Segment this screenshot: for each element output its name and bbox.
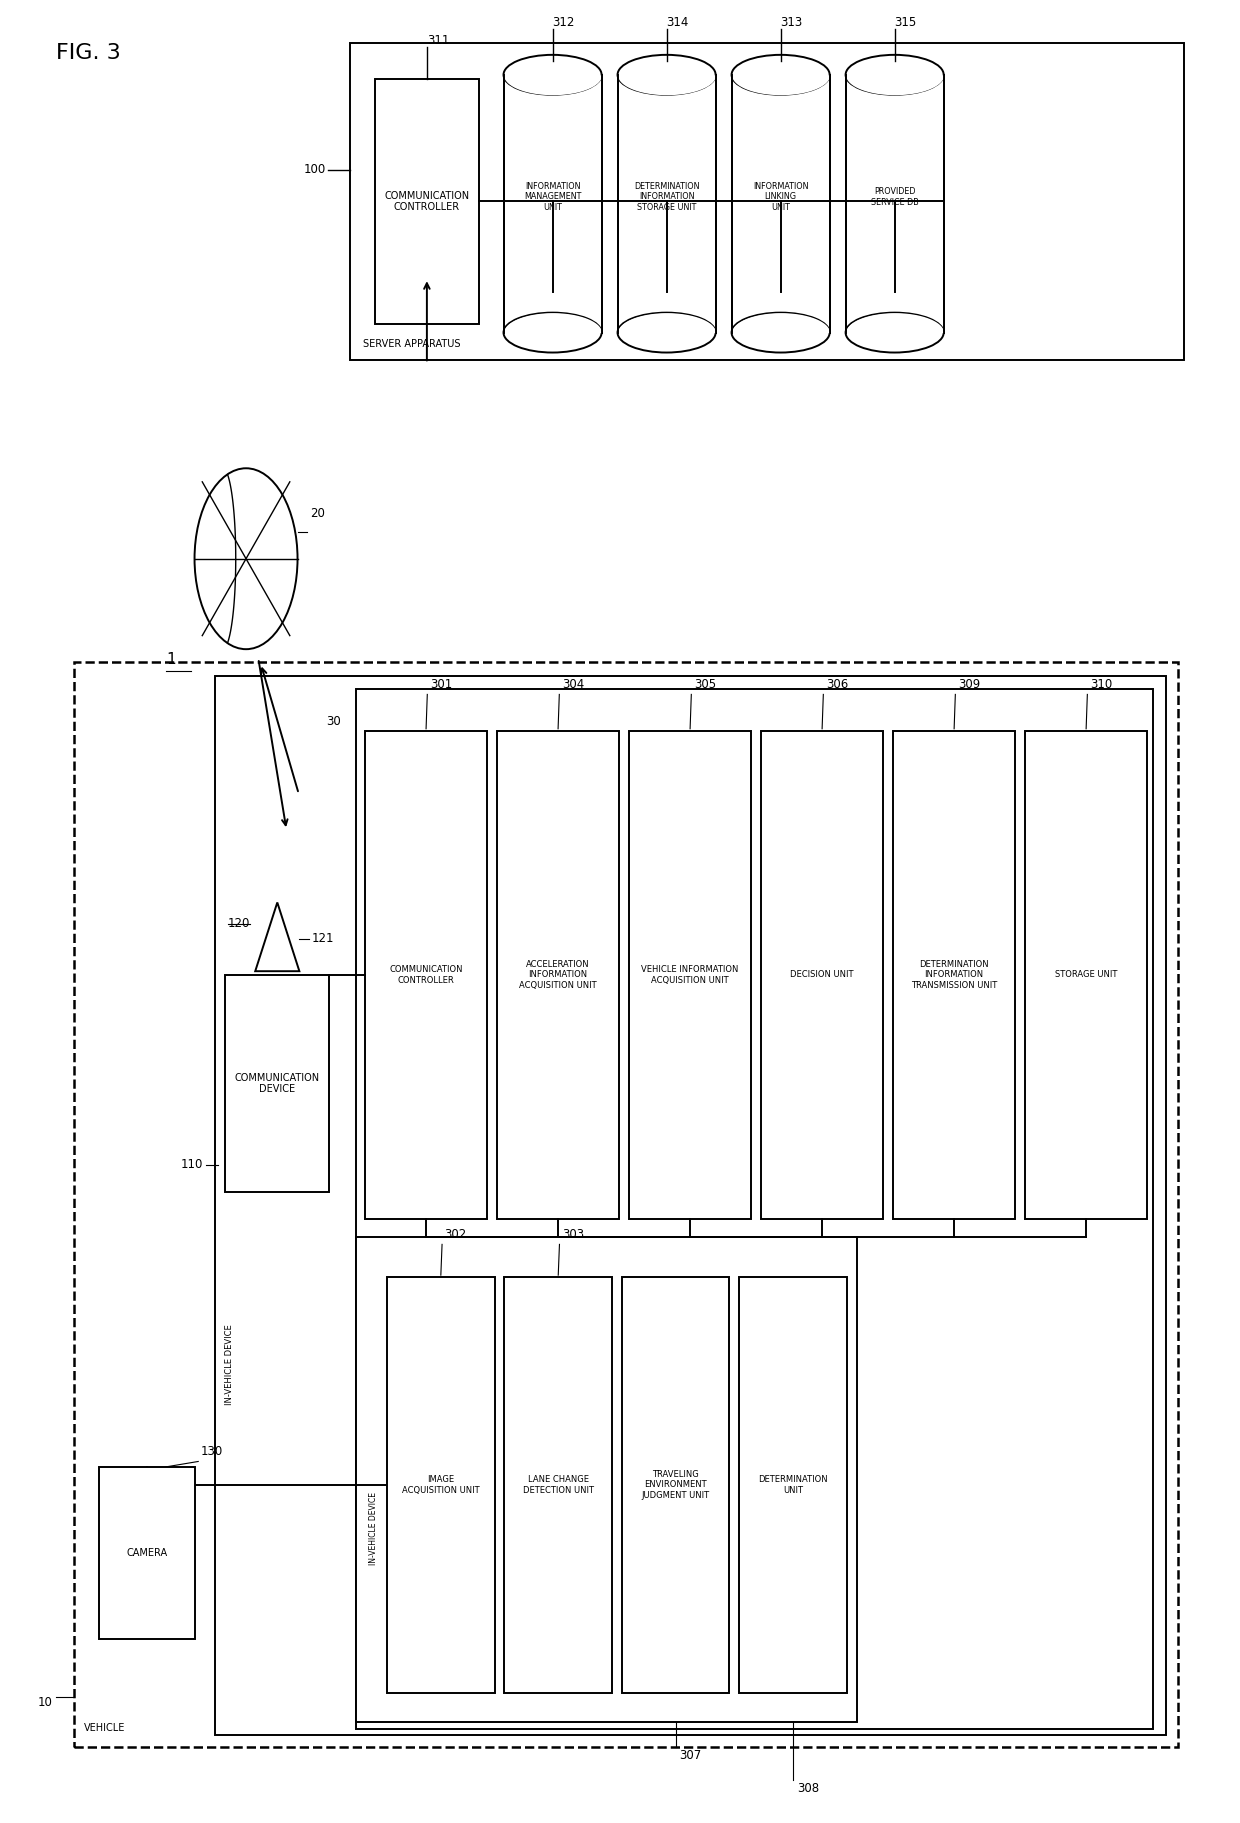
Text: 313: 313 [781, 16, 802, 29]
Text: 110: 110 [181, 1158, 203, 1170]
Text: 308: 308 [797, 1781, 818, 1794]
FancyBboxPatch shape [739, 1276, 847, 1694]
FancyBboxPatch shape [1025, 731, 1147, 1220]
FancyBboxPatch shape [761, 731, 883, 1220]
FancyBboxPatch shape [99, 1468, 195, 1639]
Text: VEHICLE INFORMATION
ACQUISITION UNIT: VEHICLE INFORMATION ACQUISITION UNIT [641, 964, 739, 984]
Text: PROVIDED
SERVICE DB: PROVIDED SERVICE DB [870, 188, 919, 206]
Text: 303: 303 [562, 1227, 584, 1241]
FancyBboxPatch shape [893, 731, 1016, 1220]
Text: 130: 130 [201, 1446, 223, 1458]
Text: DETERMINATION
INFORMATION
TRANSMISSION UNIT: DETERMINATION INFORMATION TRANSMISSION U… [911, 961, 997, 990]
Text: DETERMINATION
UNIT: DETERMINATION UNIT [758, 1475, 828, 1495]
Text: ACCELERATION
INFORMATION
ACQUISITION UNIT: ACCELERATION INFORMATION ACQUISITION UNI… [520, 961, 596, 990]
Text: 10: 10 [37, 1695, 52, 1708]
Text: 301: 301 [430, 678, 453, 691]
Text: IN-VEHICLE DEVICE: IN-VEHICLE DEVICE [226, 1323, 234, 1404]
FancyBboxPatch shape [365, 731, 487, 1220]
FancyBboxPatch shape [374, 80, 479, 323]
Text: 120: 120 [228, 917, 250, 930]
Text: IN-VEHICLE DEVICE: IN-VEHICLE DEVICE [368, 1491, 378, 1564]
Bar [846, 75, 944, 332]
FancyBboxPatch shape [497, 731, 619, 1220]
Text: DECISION UNIT: DECISION UNIT [790, 970, 854, 979]
Text: INFORMATION
MANAGEMENT
UNIT: INFORMATION MANAGEMENT UNIT [523, 182, 582, 211]
Text: 306: 306 [826, 678, 848, 691]
Text: 304: 304 [562, 678, 584, 691]
Text: 20: 20 [310, 507, 325, 520]
Polygon shape [255, 902, 299, 972]
Text: 121: 121 [311, 932, 334, 944]
Text: DETERMINATION
INFORMATION
STORAGE UNIT: DETERMINATION INFORMATION STORAGE UNIT [634, 182, 699, 211]
FancyBboxPatch shape [629, 731, 751, 1220]
Text: 30: 30 [326, 715, 341, 727]
FancyBboxPatch shape [621, 1276, 729, 1694]
Text: COMMUNICATION
DEVICE: COMMUNICATION DEVICE [234, 1072, 320, 1094]
FancyBboxPatch shape [387, 1276, 495, 1694]
Text: 1: 1 [166, 653, 176, 667]
Text: CAMERA: CAMERA [126, 1548, 167, 1559]
Text: STORAGE UNIT: STORAGE UNIT [1055, 970, 1117, 979]
Text: 314: 314 [667, 16, 689, 29]
Text: 305: 305 [693, 678, 715, 691]
Ellipse shape [503, 55, 601, 95]
Text: 315: 315 [894, 16, 916, 29]
Text: COMMUNICATION
CONTROLLER: COMMUNICATION CONTROLLER [384, 191, 470, 211]
FancyBboxPatch shape [74, 662, 1178, 1746]
Text: VEHICLE: VEHICLE [84, 1723, 125, 1734]
FancyBboxPatch shape [356, 689, 1153, 1730]
Ellipse shape [618, 312, 715, 352]
Ellipse shape [732, 312, 830, 352]
Ellipse shape [732, 55, 830, 95]
Ellipse shape [846, 312, 944, 352]
Text: TRAVELING
ENVIRONMENT
JUDGMENT UNIT: TRAVELING ENVIRONMENT JUDGMENT UNIT [641, 1469, 709, 1500]
Text: SERVER APPARATUS: SERVER APPARATUS [362, 339, 460, 348]
Text: 307: 307 [680, 1748, 702, 1763]
FancyBboxPatch shape [226, 975, 330, 1192]
FancyBboxPatch shape [350, 44, 1184, 359]
Text: LANE CHANGE
DETECTION UNIT: LANE CHANGE DETECTION UNIT [523, 1475, 594, 1495]
Ellipse shape [846, 55, 944, 95]
Text: 311: 311 [427, 35, 449, 47]
Bar [503, 75, 601, 332]
Ellipse shape [195, 469, 298, 649]
Text: IMAGE
ACQUISITION UNIT: IMAGE ACQUISITION UNIT [402, 1475, 480, 1495]
Text: FIG. 3: FIG. 3 [56, 44, 120, 64]
Text: COMMUNICATION
CONTROLLER: COMMUNICATION CONTROLLER [389, 964, 463, 984]
Ellipse shape [503, 312, 601, 352]
Text: 310: 310 [1090, 678, 1112, 691]
Ellipse shape [618, 55, 715, 95]
FancyBboxPatch shape [505, 1276, 613, 1694]
Text: 100: 100 [304, 164, 326, 177]
Bar [618, 75, 715, 332]
Text: 302: 302 [444, 1227, 466, 1241]
FancyBboxPatch shape [216, 676, 1166, 1735]
Bar [732, 75, 830, 332]
Text: 309: 309 [957, 678, 980, 691]
Text: INFORMATION
LINKING
UNIT: INFORMATION LINKING UNIT [753, 182, 808, 211]
FancyBboxPatch shape [356, 1238, 857, 1723]
Text: 312: 312 [553, 16, 575, 29]
